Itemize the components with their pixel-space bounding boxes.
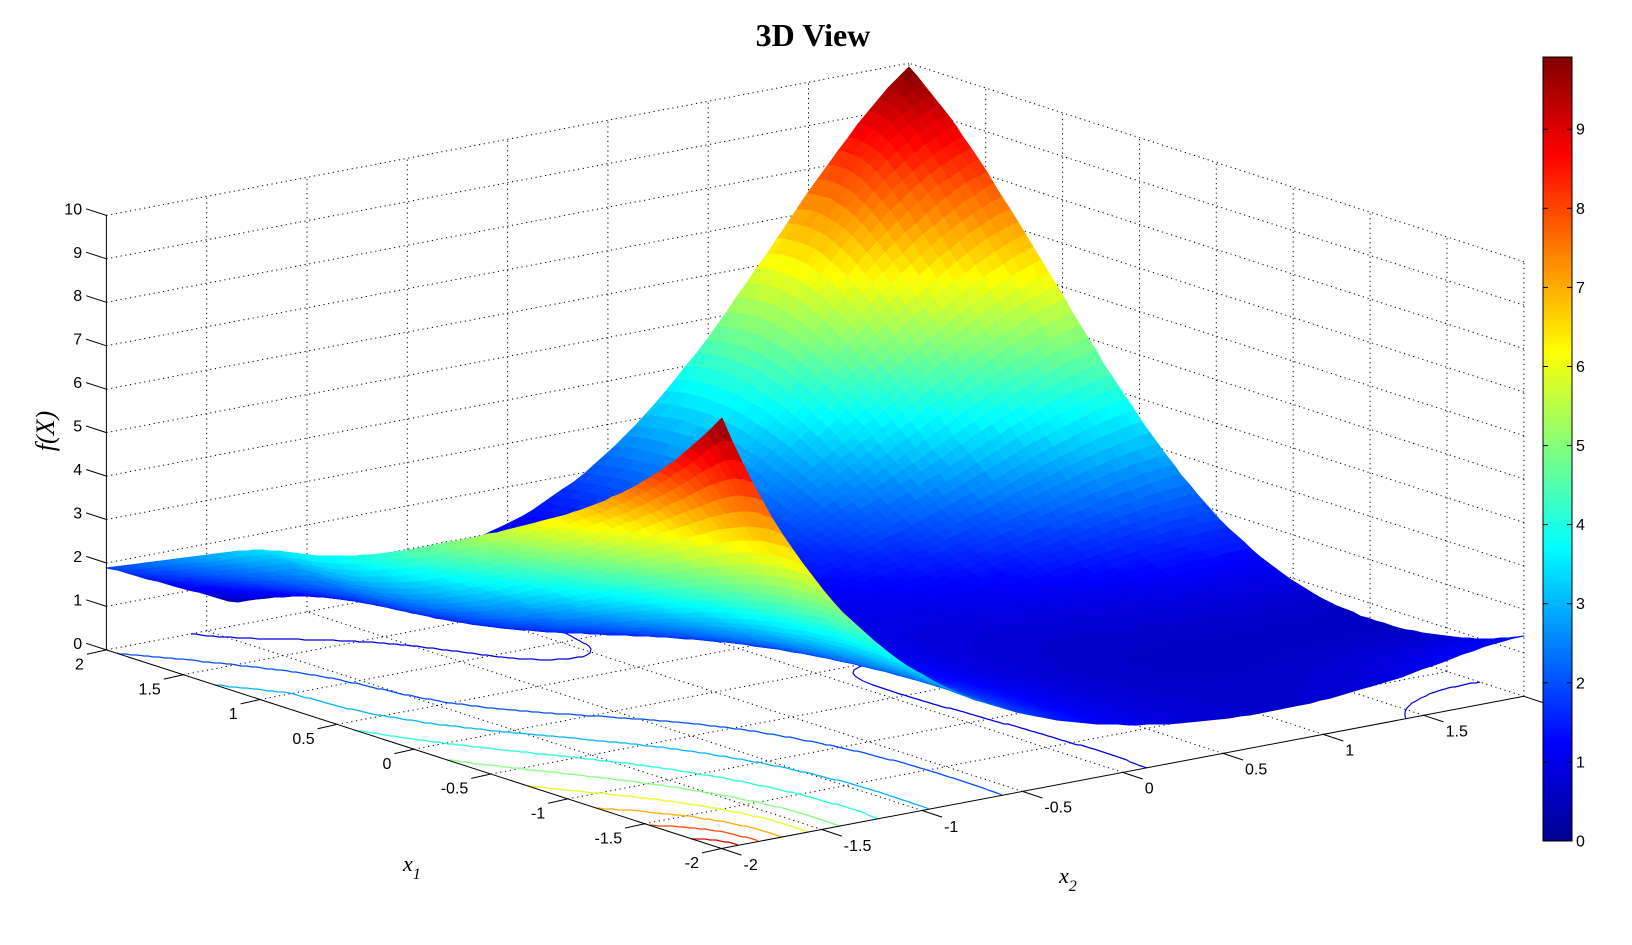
svg-text:3D View: 3D View [756,17,871,53]
svg-text:5: 5 [1576,438,1585,455]
svg-text:0.5: 0.5 [1245,762,1267,779]
svg-text:-0.5: -0.5 [441,781,469,798]
svg-text:1: 1 [1576,754,1585,771]
svg-text:6: 6 [1576,359,1585,376]
svg-text:1.5: 1.5 [1446,724,1468,741]
svg-text:2: 2 [75,657,84,674]
svg-text:7: 7 [73,332,82,349]
svg-text:0: 0 [73,636,82,653]
svg-text:-1.5: -1.5 [844,838,872,855]
svg-text:3: 3 [73,505,82,522]
svg-text:6: 6 [73,375,82,392]
svg-text:1.5: 1.5 [139,681,161,698]
svg-text:-1.5: -1.5 [595,830,623,847]
svg-text:9: 9 [73,245,82,262]
svg-text:4: 4 [73,462,82,479]
svg-text:0: 0 [382,756,391,773]
svg-text:0: 0 [1145,781,1154,798]
svg-text:-1: -1 [944,819,958,836]
svg-text:1: 1 [1345,743,1354,760]
svg-text:1: 1 [229,706,238,723]
svg-text:4: 4 [1576,517,1585,534]
svg-text:2: 2 [1576,675,1585,692]
svg-text:8: 8 [1576,201,1585,218]
svg-text:7: 7 [1576,280,1585,297]
svg-text:-1: -1 [531,806,545,823]
svg-text:0.5: 0.5 [292,731,314,748]
svg-text:0: 0 [1576,834,1585,851]
svg-text:2: 2 [73,549,82,566]
svg-text:-2: -2 [685,855,699,872]
svg-text:-0.5: -0.5 [1044,800,1072,817]
svg-text:8: 8 [73,288,82,305]
svg-text:5: 5 [73,419,82,436]
svg-text:1: 1 [73,592,82,609]
svg-text:9: 9 [1576,122,1585,139]
svg-text:3: 3 [1576,596,1585,613]
svg-text:f(X): f(X) [31,411,60,451]
svg-text:10: 10 [64,201,82,218]
svg-text:-2: -2 [744,857,758,874]
